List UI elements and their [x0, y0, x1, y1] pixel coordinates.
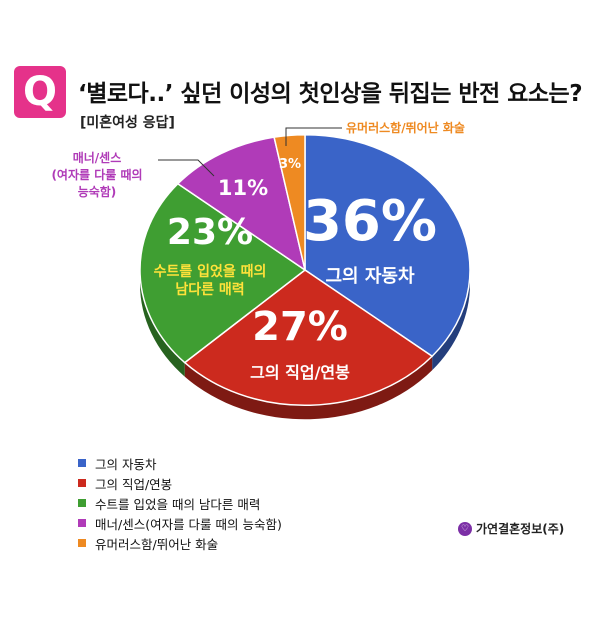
slice-external-label: 유머러스함/뛰어난 화술 [346, 120, 465, 137]
legend-swatch [78, 459, 86, 467]
slice-value-label: 27% [252, 304, 348, 350]
pie-slice [273, 133, 306, 271]
legend-item: 수트를 입었을 때의 남다른 매력 [78, 493, 282, 513]
legend-label: 매너/센스(여자를 다룰 때의 능숙함) [95, 516, 282, 532]
slice-value-label: 3% [279, 157, 301, 172]
pie-slice-side [432, 270, 470, 371]
pie-slice [183, 269, 434, 407]
legend-item: 매너/센스(여자를 다룰 때의 능숙함) [78, 513, 282, 533]
legend-item: 그의 자동차 [78, 453, 282, 473]
legend-label: 수트를 입었을 때의 남다른 매력 [95, 496, 261, 512]
pie-slice [304, 133, 471, 358]
leader-line [158, 159, 215, 177]
source-logo-icon: ♡ [458, 521, 472, 536]
q-badge-letter: Q [22, 69, 57, 115]
slice-category-label: 수트를 입었을 때의 [154, 263, 267, 280]
leader-line [285, 127, 342, 146]
legend-swatch [78, 539, 86, 547]
pie-slice-side [140, 270, 185, 377]
pie-slice [139, 182, 307, 364]
pie-slice-side [184, 356, 433, 420]
slice-value-label: 36% [303, 189, 437, 254]
legend-label: 그의 자동차 [95, 456, 157, 472]
legend-item: 유머러스함/뛰어난 화술 [78, 533, 282, 553]
legend-swatch [78, 519, 86, 527]
slice-category-label: 남다른 매력 [175, 281, 244, 298]
slice-external-label-line: 매너/센스 [72, 151, 122, 165]
legend-swatch [78, 499, 86, 507]
chart-title: ‘별로다..’ 싶던 이성의 첫인상을 뒤집는 반전 요소는? [78, 81, 583, 107]
pie-slice [176, 136, 307, 272]
source-text: 가연결혼정보(주) [476, 522, 565, 536]
slice-value-label: 23% [167, 212, 253, 253]
slice-category-label: 그의 직업/연봉 [250, 363, 350, 382]
legend-item: 그의 직업/연봉 [78, 473, 282, 493]
legend-swatch [78, 479, 86, 487]
slice-value-label: 11% [218, 176, 268, 200]
source-credit: ♡ 가연결혼정보(주) [458, 520, 564, 537]
chart-subtitle: [미혼여성 응답] [80, 115, 175, 131]
slice-category-label: 그의 자동차 [325, 266, 415, 287]
slice-external-label-line: (여자를 다룰 때의 [51, 168, 143, 182]
q-badge: Q [14, 66, 66, 118]
slice-external-label-line: 능숙함) [77, 185, 117, 199]
legend-label: 유머러스함/뛰어난 화술 [95, 536, 219, 552]
slice-external-label-line: 유머러스함/뛰어난 화술 [346, 121, 465, 135]
legend-label: 그의 직업/연봉 [95, 476, 173, 492]
